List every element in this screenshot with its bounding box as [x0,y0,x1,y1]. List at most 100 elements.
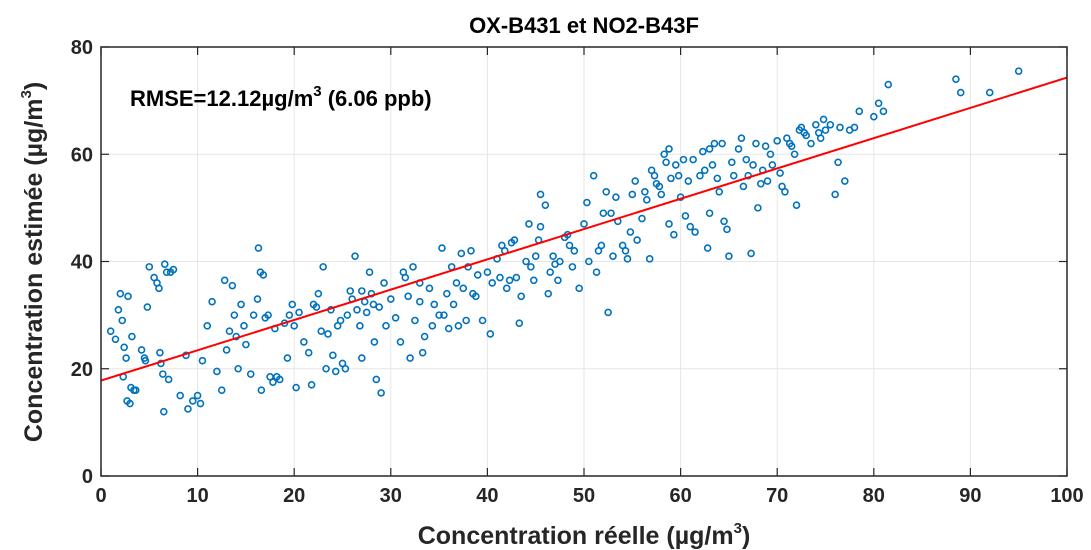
data-point [686,222,695,231]
data-point [689,155,697,164]
data-point [623,255,632,263]
data-point [143,303,152,311]
data-point [768,161,777,169]
data-point [240,322,248,330]
x-tick-label: 40 [476,485,498,507]
x-axis-ticks: 0 10 20 30 40 50 60 70 80 90 100 [95,47,1084,507]
data-point [473,271,482,279]
data-point [438,244,446,252]
data-point [362,308,371,317]
data-point [415,297,424,306]
data-point [879,107,888,116]
data-point [213,367,221,376]
data-point [428,322,437,330]
data-point [674,171,683,180]
data-point [411,316,419,325]
data-point [633,236,641,244]
data-point [667,174,675,183]
data-point [705,145,714,153]
data-point [599,209,608,218]
data-point [703,244,712,252]
data-point [269,378,277,386]
data-point [752,139,760,148]
fit-line [100,76,1068,382]
data-point [575,284,583,293]
data-point [527,263,535,271]
data-point [304,348,313,357]
data-point [761,142,770,151]
data-point [375,303,384,311]
data-point [324,330,332,338]
data-point [254,244,263,252]
data-point [602,187,611,196]
data-point [253,295,262,303]
data-point [246,370,255,378]
data-point [391,314,400,322]
data-point [401,273,410,282]
data-point [812,120,820,129]
data-point [217,386,226,395]
data-point [420,332,429,341]
data-point [336,316,345,325]
data-point [525,220,533,228]
data-point [449,300,458,309]
data-point [826,120,835,129]
data-point [570,246,579,255]
data-point [122,354,130,362]
x-tick-label: 100 [1050,485,1083,507]
data-point [358,287,366,295]
data-point [331,367,340,376]
data-point [645,255,654,263]
data-point [510,236,519,244]
x-tick-label: 50 [573,485,595,507]
data-point [242,340,250,349]
data-point [228,281,237,290]
data-point [684,177,693,185]
y-tick-label: 40 [71,252,93,274]
data-point [1014,67,1023,75]
data-point [580,220,588,228]
data-point [486,330,495,338]
data-point [626,228,635,236]
data-point [300,338,308,346]
data-point [483,268,492,277]
data-point [766,150,775,159]
data-point [198,356,207,365]
data-point [546,268,554,277]
data-point [517,292,526,301]
data-point [369,300,378,309]
data-point [222,346,231,354]
data-point [283,354,292,362]
data-point [307,381,316,389]
data-point [756,179,765,188]
data-point [409,263,417,271]
data-point [502,284,511,293]
data-point [536,222,545,231]
data-point [203,322,212,330]
data-point [821,126,830,134]
data-point [660,150,668,159]
data-point [488,279,497,287]
data-point [462,316,470,325]
data-point [329,351,337,360]
data-point [816,134,825,142]
data-point [556,257,564,266]
data-point [869,112,878,121]
data-point [754,204,762,212]
data-point [531,252,540,260]
data-point [472,292,480,301]
data-point [742,155,751,164]
data-point [365,268,374,277]
data-point [607,209,615,218]
data-point [356,322,364,330]
data-point [452,279,461,287]
data-point [155,284,163,293]
y-axis-ticks: 0 20 40 60 80 [71,37,1067,488]
data-point [710,139,719,148]
data-point [536,190,545,199]
chart-title: OX-B431 et NO2-B43F [469,13,699,38]
data-point [699,147,707,156]
data-point [807,139,815,148]
data-point [583,198,591,207]
